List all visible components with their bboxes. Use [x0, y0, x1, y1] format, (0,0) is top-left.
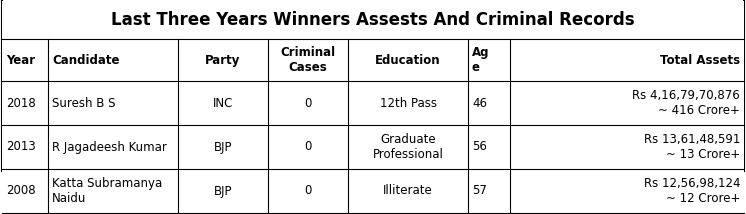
Text: R Jagadeesh Kumar: R Jagadeesh Kumar: [52, 141, 167, 153]
Bar: [2, 39, 744, 81]
Text: Rs 12,56,98,124
~ 12 Crore+: Rs 12,56,98,124 ~ 12 Crore+: [644, 177, 740, 205]
Text: 0: 0: [304, 184, 312, 198]
Text: Rs 4,16,79,70,876
~ 416 Crore+: Rs 4,16,79,70,876 ~ 416 Crore+: [633, 89, 740, 117]
Text: Education: Education: [375, 54, 441, 67]
Text: 0: 0: [304, 97, 312, 110]
Text: 56: 56: [472, 141, 487, 153]
Bar: [2, 81, 744, 125]
Text: Katta Subramanya
Naidu: Katta Subramanya Naidu: [52, 177, 162, 205]
Text: Ag
e: Ag e: [472, 46, 489, 74]
Text: 12th Pass: 12th Pass: [380, 97, 436, 110]
Text: 0: 0: [304, 141, 312, 153]
Bar: [2, 125, 744, 169]
Text: Criminal
Cases: Criminal Cases: [280, 46, 336, 74]
Text: 2013: 2013: [6, 141, 36, 153]
Text: Year: Year: [6, 54, 35, 67]
Text: BJP: BJP: [214, 141, 232, 153]
Text: Rs 13,61,48,591
~ 13 Crore+: Rs 13,61,48,591 ~ 13 Crore+: [644, 133, 740, 161]
Text: Party: Party: [205, 54, 241, 67]
Text: Graduate
Professional: Graduate Professional: [372, 133, 443, 161]
Text: 57: 57: [472, 184, 487, 198]
Text: Illiterate: Illiterate: [383, 184, 433, 198]
Text: 2018: 2018: [6, 97, 36, 110]
Text: Last Three Years Winners Assests And Criminal Records: Last Three Years Winners Assests And Cri…: [111, 11, 635, 29]
Text: 46: 46: [472, 97, 487, 110]
Bar: [2, 169, 744, 213]
Text: Suresh B S: Suresh B S: [52, 97, 116, 110]
Text: 2008: 2008: [6, 184, 36, 198]
Text: BJP: BJP: [214, 184, 232, 198]
Text: Total Assets: Total Assets: [660, 54, 740, 67]
Text: INC: INC: [213, 97, 233, 110]
Text: Candidate: Candidate: [52, 54, 119, 67]
Bar: [2, 1, 744, 39]
